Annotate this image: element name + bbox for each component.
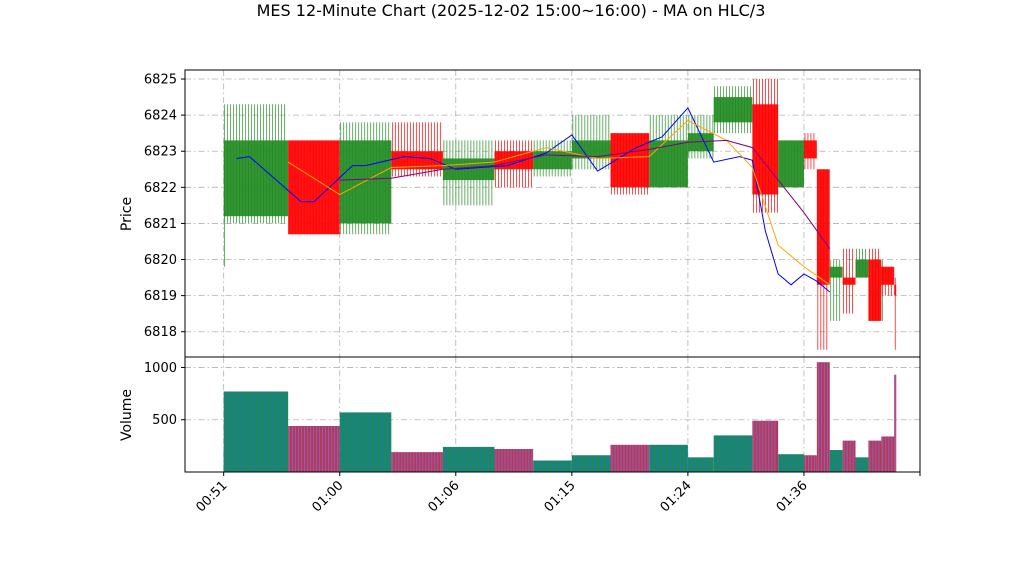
volume-bar bbox=[223, 391, 289, 472]
candle-body bbox=[610, 133, 650, 188]
candle-body bbox=[494, 151, 534, 170]
candle-body bbox=[713, 97, 753, 123]
volume-bar bbox=[778, 454, 804, 472]
candle-body bbox=[223, 140, 289, 217]
x-tick-label: 01:00 bbox=[309, 478, 346, 515]
candle-body bbox=[842, 277, 856, 285]
volume-bar bbox=[894, 374, 897, 472]
candle-body bbox=[391, 151, 443, 170]
y-tick-label: 6820 bbox=[144, 253, 177, 268]
y-tick-label: 500 bbox=[152, 413, 177, 428]
price-axis-label: Price bbox=[119, 197, 135, 231]
volume-y-axis: 500 1000 bbox=[144, 361, 185, 428]
volume-bar bbox=[842, 440, 856, 472]
x-tick-label: 01:06 bbox=[426, 478, 463, 515]
time-x-axis: 00:51 01:00 01:06 01:15 01:24 01:36 bbox=[193, 472, 921, 515]
y-tick-label: 6824 bbox=[144, 109, 177, 124]
candle-body bbox=[855, 259, 869, 278]
x-tick-label: 00:51 bbox=[193, 478, 230, 515]
volume-bar bbox=[855, 457, 869, 472]
volume-bar bbox=[752, 420, 779, 472]
candle-body bbox=[816, 169, 830, 285]
volume-bar bbox=[868, 440, 882, 472]
y-tick-label: 6819 bbox=[144, 289, 177, 304]
y-tick-label: 6825 bbox=[144, 73, 177, 88]
candle-body bbox=[687, 133, 714, 152]
candle-body bbox=[894, 284, 897, 296]
volume-panel-frame bbox=[184, 356, 921, 473]
candle-body bbox=[881, 266, 895, 285]
candle-body bbox=[829, 266, 843, 278]
candle-body bbox=[868, 259, 882, 321]
candle-body bbox=[803, 140, 817, 159]
candle-body bbox=[339, 140, 392, 224]
y-tick-label: 6823 bbox=[144, 145, 177, 160]
candle-body bbox=[649, 140, 688, 188]
moving-average-lines bbox=[236, 107, 831, 293]
volume-bar bbox=[881, 436, 895, 472]
x-tick-label: 01:24 bbox=[658, 478, 695, 515]
y-tick-label: 6821 bbox=[144, 217, 177, 232]
volume-bar bbox=[816, 362, 830, 472]
y-tick-label: 6822 bbox=[144, 181, 177, 196]
price-y-axis: 6818 6819 6820 6821 6822 6823 6824 6825 bbox=[144, 73, 185, 340]
volume-bar bbox=[803, 455, 817, 472]
chart-title: MES 12-Minute Chart (2025-12-02 15:00~16… bbox=[257, 1, 766, 20]
y-tick-label: 1000 bbox=[144, 361, 177, 376]
candle-body bbox=[442, 158, 495, 181]
candle-body bbox=[288, 140, 340, 235]
candle-body bbox=[571, 140, 611, 159]
moving-average-line bbox=[236, 107, 831, 293]
moving-average-line bbox=[287, 119, 831, 286]
candle-body bbox=[533, 151, 572, 170]
candle-body bbox=[778, 140, 804, 188]
price-candles bbox=[223, 79, 897, 350]
y-tick-label: 6818 bbox=[144, 325, 177, 340]
volume-axis-label: Volume bbox=[119, 389, 135, 441]
volume-bars bbox=[223, 362, 897, 472]
volume-bar bbox=[829, 450, 843, 472]
x-tick-label: 01:36 bbox=[774, 478, 811, 515]
x-tick-label: 01:15 bbox=[542, 478, 579, 515]
moving-average-line bbox=[339, 139, 831, 249]
volume-bar bbox=[687, 457, 714, 472]
